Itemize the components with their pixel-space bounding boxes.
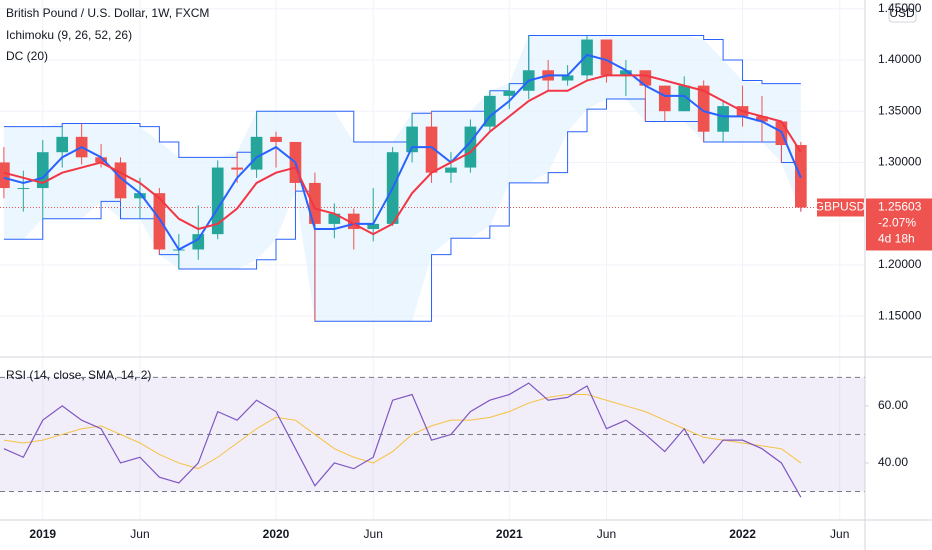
x-tick-label: Jun [364, 527, 383, 541]
chart-title: British Pound / U.S. Dollar, 1W, FXCM [6, 6, 209, 20]
indicator-label: DC (20) [6, 49, 48, 63]
indicator-label: Ichimoku (9, 26, 52, 26) [6, 28, 132, 42]
rsi-ma-line [3, 394, 802, 470]
indicator-line [3, 74, 802, 236]
currency-badge[interactable] [888, 3, 917, 23]
candle-body [211, 167, 224, 235]
candle-body [561, 75, 574, 81]
candle-body [250, 136, 263, 170]
candle-body [56, 136, 69, 153]
y-tick-label: 1.30000 [878, 155, 922, 169]
candle-body [756, 116, 768, 122]
x-tick-label: 2022 [729, 527, 756, 541]
candle-body [464, 126, 477, 168]
candle-body [36, 152, 49, 189]
candle-body [114, 162, 127, 199]
y-tick-label: 1.15000 [878, 308, 922, 322]
candle-body [425, 126, 438, 173]
candle-body [678, 85, 691, 112]
x-tick-label: 2021 [496, 527, 523, 541]
price-tag [866, 198, 932, 251]
candle-body [484, 95, 496, 127]
candle-body [697, 85, 710, 132]
rsi-tick-label: 60.00 [878, 398, 908, 412]
candle-body [95, 157, 107, 163]
x-tick-label: Jun [830, 527, 849, 541]
candle-body [406, 126, 418, 153]
candle-body [503, 90, 516, 96]
plot [0, 0, 865, 520]
y-tick-label: 1.40000 [878, 52, 922, 66]
symbol-label: GBPUSD [815, 200, 866, 214]
y-tick-label: 1.20000 [878, 257, 922, 271]
candle-body [309, 182, 321, 224]
y-tick-label: 1.45000 [878, 1, 922, 15]
x-tick-label: Jun [130, 527, 149, 541]
candle-body [231, 167, 243, 170]
candle-body [367, 223, 380, 230]
candle-body [717, 106, 729, 132]
channel-fill [3, 35, 801, 322]
candle-body [192, 234, 205, 250]
indicator-line [3, 53, 802, 251]
candle-body [658, 85, 671, 112]
candle-body [620, 70, 632, 76]
candle-body [347, 213, 360, 230]
candle-body [270, 136, 282, 142]
candle-body [328, 213, 341, 224]
candle-body [445, 167, 457, 173]
candle-body [17, 188, 30, 190]
rsi-line [3, 382, 802, 498]
candle-body [134, 193, 146, 199]
candle-body [0, 162, 10, 189]
countdown: 4d 18h [878, 232, 915, 246]
rsi-tick-label: 40.00 [878, 455, 908, 469]
last-price: 1.25603 [878, 200, 922, 214]
candle-body [581, 39, 593, 76]
channel-line [3, 98, 802, 322]
currency: USD [889, 6, 915, 20]
change: -2.07% [878, 216, 916, 230]
symbol-tag [817, 198, 864, 217]
x-tick-label: Jun [597, 527, 616, 541]
rsi-label: RSI (14, close, SMA, 14, 2) [6, 368, 151, 382]
y-tick-label: 1.35000 [878, 103, 922, 117]
x-tick-label: 2020 [263, 527, 290, 541]
x-tick-label: 2019 [29, 527, 56, 541]
candle-body [153, 193, 166, 250]
candle-body [600, 39, 613, 76]
candle-body [639, 70, 652, 86]
